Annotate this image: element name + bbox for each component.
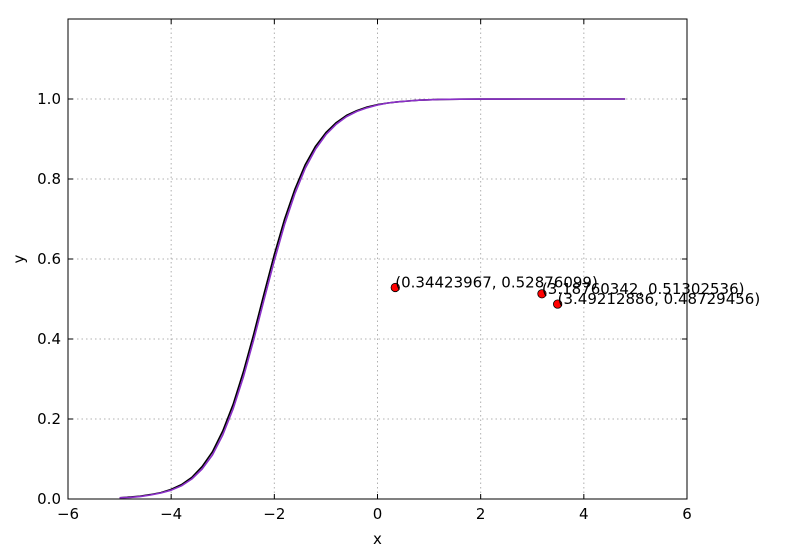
x-tick-label: 0 — [373, 505, 383, 523]
data-point — [537, 289, 547, 299]
x-tick-label: −4 — [160, 505, 182, 523]
x-axis-label: x — [373, 530, 382, 548]
x-tick-label: 2 — [476, 505, 486, 523]
plot-lines — [119, 98, 626, 499]
data-point — [553, 299, 563, 309]
series-line-1 — [119, 98, 626, 499]
data-point — [390, 282, 400, 293]
y-axis-label: y — [10, 254, 28, 263]
point-annotations: (0.34423967, 0.52876099)(3.18760342, 0.5… — [395, 273, 760, 308]
y-tick-label: 0.0 — [37, 490, 61, 508]
point-annotation: (3.18760342, 0.51302536) — [542, 280, 745, 298]
x-tick-label: −6 — [57, 505, 79, 523]
axis-ticks: −6 −4 −2 0 2 4 6 0.0 0.2 0.4 0.6 0.8 1.0 — [37, 19, 692, 523]
y-tick-label: 0.6 — [37, 250, 61, 268]
y-tick-label: 1.0 — [37, 90, 61, 108]
y-tick-label: 0.4 — [37, 330, 61, 348]
series-line-0 — [119, 98, 626, 499]
point-annotation: (3.49212886, 0.48729456) — [558, 290, 761, 308]
point-annotation: (0.34423967, 0.52876099) — [395, 273, 598, 291]
x-tick-label: 4 — [579, 505, 589, 523]
data-points — [390, 282, 563, 309]
grid — [67, 19, 688, 500]
y-tick-label: 0.8 — [37, 170, 61, 188]
x-tick-label: 6 — [682, 505, 692, 523]
y-tick-label: 0.2 — [37, 410, 61, 428]
x-tick-label: −2 — [263, 505, 285, 523]
